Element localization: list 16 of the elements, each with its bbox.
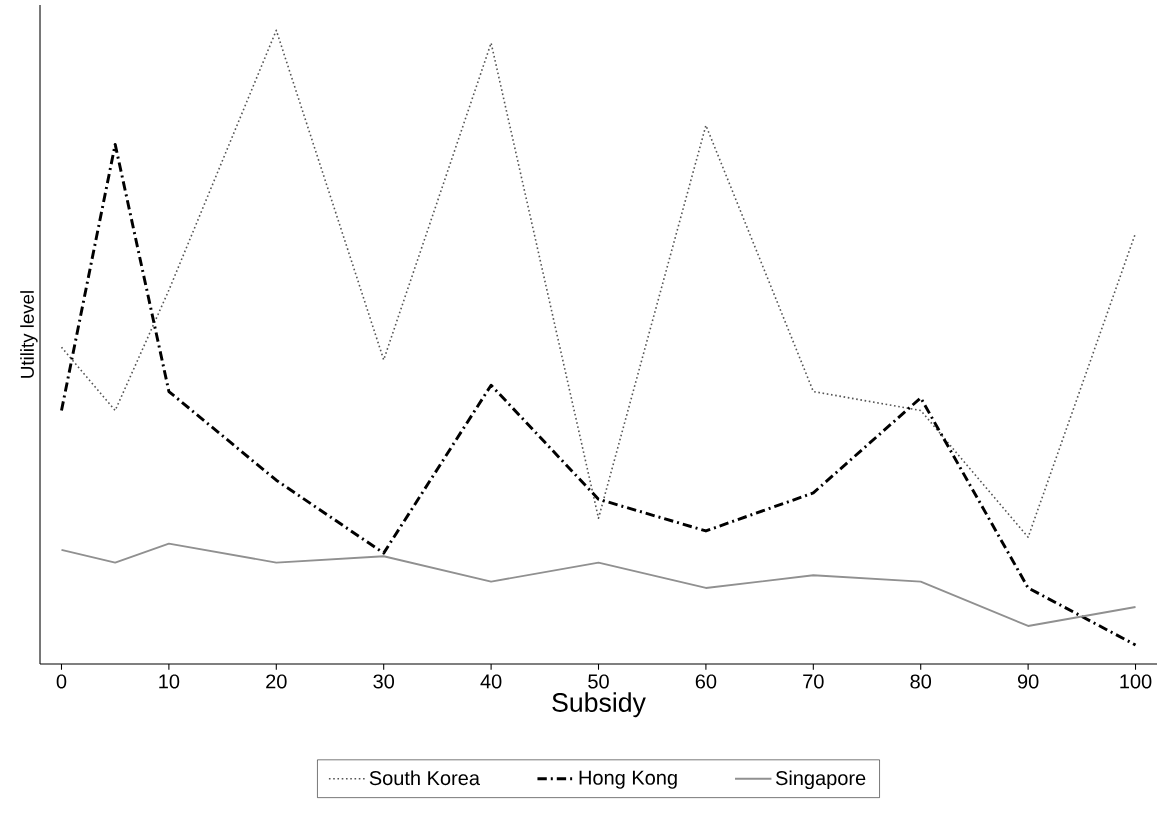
x-tick-label: 90 xyxy=(1017,674,1039,689)
x-tick-label: 50 xyxy=(588,674,609,689)
x-tick-label: 20 xyxy=(266,674,287,689)
x-tick-label: 100 xyxy=(1120,674,1152,689)
y-axis-title: Utility level xyxy=(20,291,38,378)
x-tick-label: 0 xyxy=(56,674,67,689)
x-tick-label: 10 xyxy=(159,674,180,689)
legend-label: Hong Kong xyxy=(579,770,677,789)
x-tick-label: 40 xyxy=(480,674,502,689)
legend-label: South Korea xyxy=(369,770,480,786)
x-tick-label: 60 xyxy=(695,674,717,689)
x-tick-label: 30 xyxy=(373,674,395,689)
legend-label: Singapore xyxy=(775,770,866,790)
x-tick-label: 80 xyxy=(910,674,932,689)
x-axis-title: Subsidy xyxy=(552,692,646,718)
x-tick-label: 70 xyxy=(803,674,824,689)
